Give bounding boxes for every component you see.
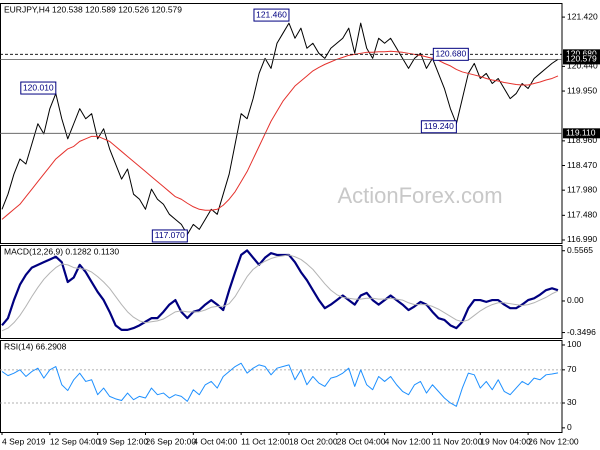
price-label-box: [563, 49, 600, 60]
annotation-label: 120.010: [23, 82, 54, 92]
y-tick-label: 0.00: [567, 295, 584, 305]
panel-title: RSI(14) 66.2908: [4, 341, 67, 351]
series-line: [1, 254, 559, 332]
panel-title: MACD(12,26,9) 0.1282 0.1130: [4, 246, 119, 256]
y-tick-label: 100: [567, 339, 581, 349]
x-tick-label: 11 Nov 20:00: [432, 436, 482, 446]
annotation-label: 121.460: [256, 9, 287, 19]
annotation-box: [432, 47, 469, 61]
panel-frame: [0, 3, 563, 244]
y-tick-label: 120.440: [567, 61, 598, 71]
x-tick-label: 4 Oct 04:00: [193, 436, 237, 446]
panel-frame: [0, 340, 563, 433]
x-tick-label: 18 Oct 20:00: [289, 436, 338, 446]
annotation-box: [253, 8, 290, 22]
annotation-label: 119.240: [424, 121, 454, 131]
price-label-box: [563, 128, 600, 139]
watermark: ActionForex.com: [337, 183, 502, 208]
y-tick-label: 116.990: [567, 234, 597, 244]
x-tick-label: 19 Sep 12:00: [98, 436, 149, 446]
price-label: 119.110: [566, 128, 596, 138]
series-line: [1, 362, 559, 407]
y-tick-label: 117.980: [567, 184, 597, 194]
x-tick-label: 4 Sep 2019: [2, 436, 46, 446]
annotation-box: [151, 229, 188, 243]
series-line: [1, 50, 559, 220]
x-tick-label: 4 Nov 12:00: [385, 436, 431, 446]
y-tick-label: 0: [567, 422, 572, 432]
x-tick-label: 26 Sep 20:00: [145, 436, 196, 446]
y-tick-label: 118.960: [567, 135, 597, 145]
annotation-label: 117.070: [155, 230, 185, 240]
y-tick-label: 118.470: [567, 160, 597, 170]
y-tick-label: 70: [567, 364, 577, 374]
y-tick-label: 30: [567, 397, 577, 407]
y-tick-label: -0.3496: [567, 327, 596, 337]
annotation-box: [20, 81, 57, 95]
y-tick-label: 0.5565: [567, 245, 593, 255]
panel-title: EURJPY,H4 120.538 120.589 120.526 120.57…: [4, 4, 182, 14]
annotation-box: [420, 120, 457, 134]
series-line: [1, 22, 559, 235]
series-line: [1, 249, 559, 331]
y-tick-label: 117.480: [567, 210, 597, 220]
price-label-box: [563, 54, 600, 65]
x-tick-label: 26 Nov 12:00: [528, 436, 579, 446]
price-label: 120.579: [566, 54, 597, 64]
x-tick-label: 28 Oct 04:00: [337, 436, 386, 446]
annotation-label: 120.680: [435, 49, 466, 59]
y-tick-label: 119.950: [567, 85, 597, 95]
y-tick-label: 121.420: [567, 11, 598, 21]
x-tick-label: 12 Sep 04:00: [50, 436, 101, 446]
panel-frame: [0, 245, 563, 339]
x-tick-label: 19 Nov 04:00: [480, 436, 531, 446]
price-label: 120.680: [566, 49, 597, 59]
x-tick-label: 11 Oct 12:00: [241, 436, 289, 446]
